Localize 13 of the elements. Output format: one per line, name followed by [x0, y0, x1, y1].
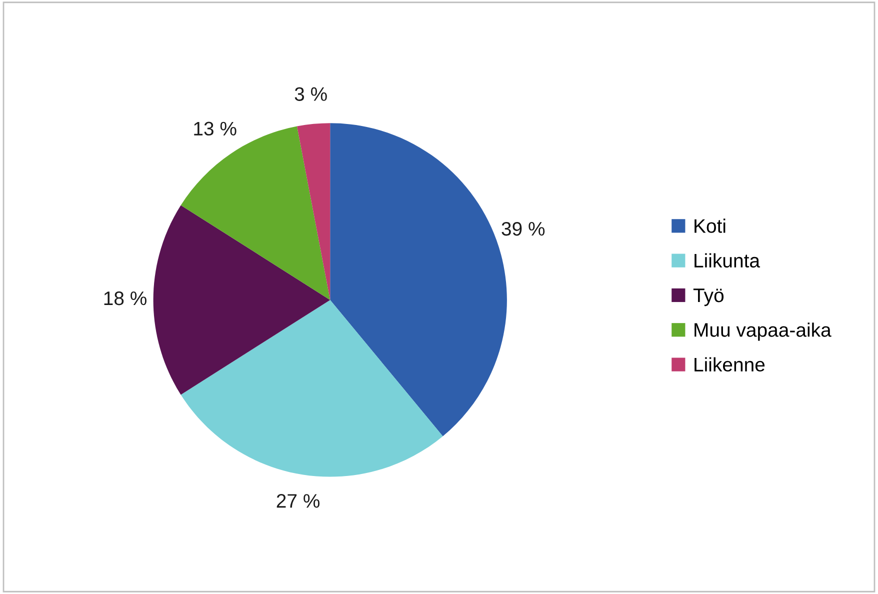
data-label: 18 %	[104, 291, 146, 306]
data-label: 3 %	[294, 87, 327, 101]
legend-label: Muu vapaa-aika	[694, 322, 832, 341]
data-label: 13 %	[194, 122, 236, 136]
pie-slice	[296, 123, 330, 300]
legend-label: Työ	[693, 288, 724, 306]
legend-label: Koti	[694, 218, 726, 233]
data-label: 39 %	[502, 222, 545, 236]
legend-label: Liikenne	[694, 357, 765, 372]
pie-slice	[153, 205, 330, 395]
pie-slice	[180, 300, 443, 477]
legend-label: Liikunta	[694, 253, 760, 268]
data-label: 27 %	[276, 494, 320, 508]
